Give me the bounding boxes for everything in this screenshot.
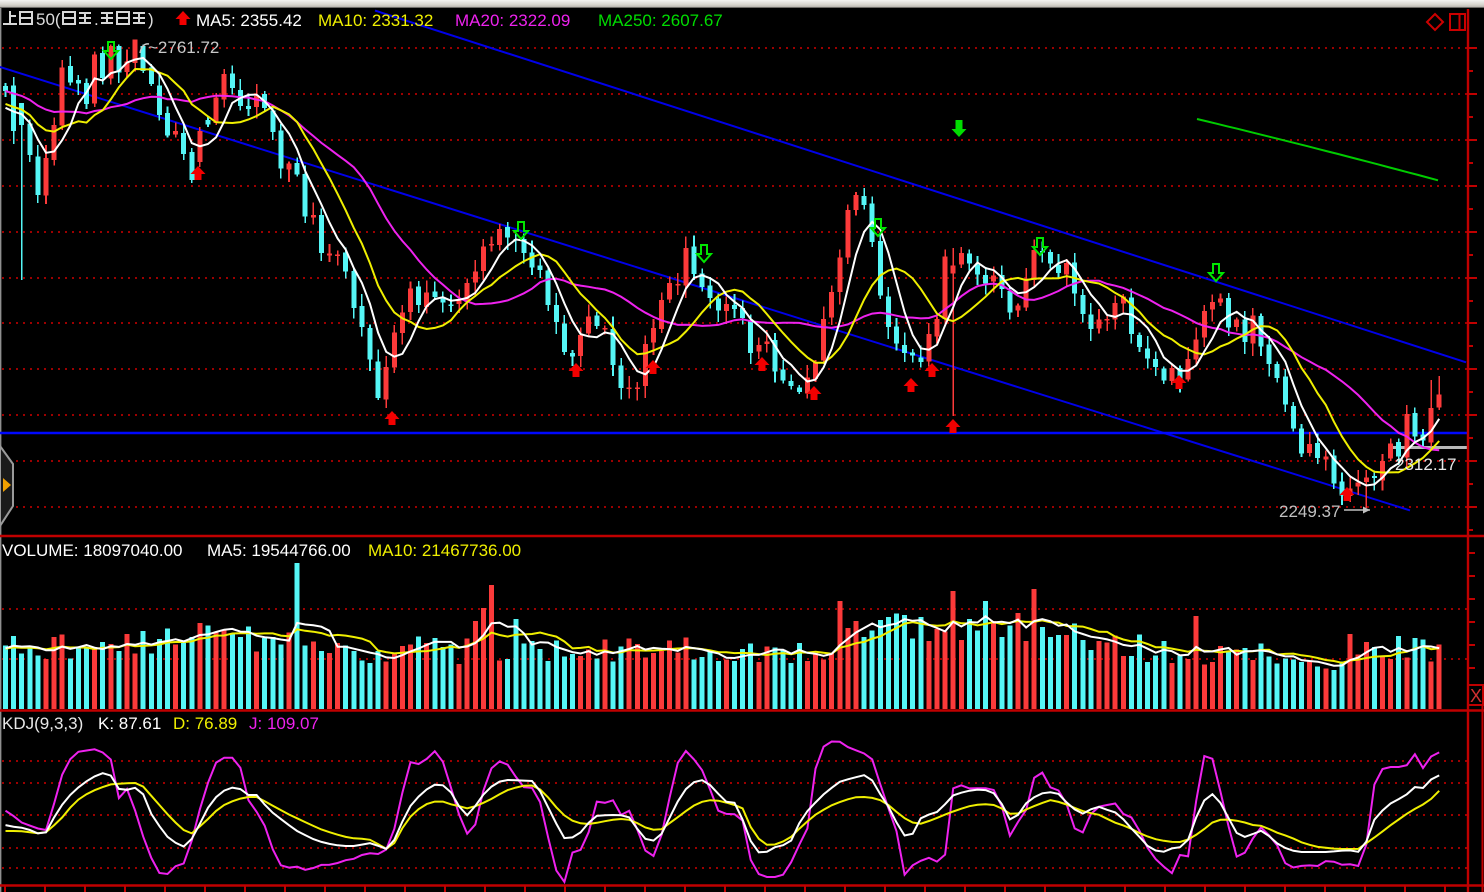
svg-text:MA250: 2607.67: MA250: 2607.67 bbox=[598, 11, 723, 30]
svg-text:MA10: 21467736.00: MA10: 21467736.00 bbox=[368, 541, 521, 560]
svg-text:MA10: 2331.32: MA10: 2331.32 bbox=[318, 11, 433, 30]
svg-text:MA5: 2355.42: MA5: 2355.42 bbox=[196, 11, 302, 30]
svg-text:K: 87.61: K: 87.61 bbox=[98, 714, 161, 733]
svg-text:J: 109.07: J: 109.07 bbox=[249, 714, 319, 733]
svg-text:VOLUME: 18097040.00: VOLUME: 18097040.00 bbox=[2, 541, 183, 560]
svg-text:~2761.72: ~2761.72 bbox=[148, 38, 219, 57]
svg-text:50(: 50( bbox=[36, 10, 61, 29]
svg-text:X: X bbox=[1470, 686, 1482, 706]
svg-text:KDJ(9,3,3): KDJ(9,3,3) bbox=[2, 714, 83, 733]
svg-text:): ) bbox=[148, 10, 154, 29]
svg-text:D: 76.89: D: 76.89 bbox=[173, 714, 237, 733]
svg-text:.: . bbox=[94, 10, 99, 29]
svg-text:MA20: 2322.09: MA20: 2322.09 bbox=[455, 11, 570, 30]
svg-text:MA5: 19544766.00: MA5: 19544766.00 bbox=[207, 541, 351, 560]
svg-text:2249.37: 2249.37 bbox=[1279, 502, 1340, 521]
svg-text:2312.17: 2312.17 bbox=[1395, 455, 1456, 474]
